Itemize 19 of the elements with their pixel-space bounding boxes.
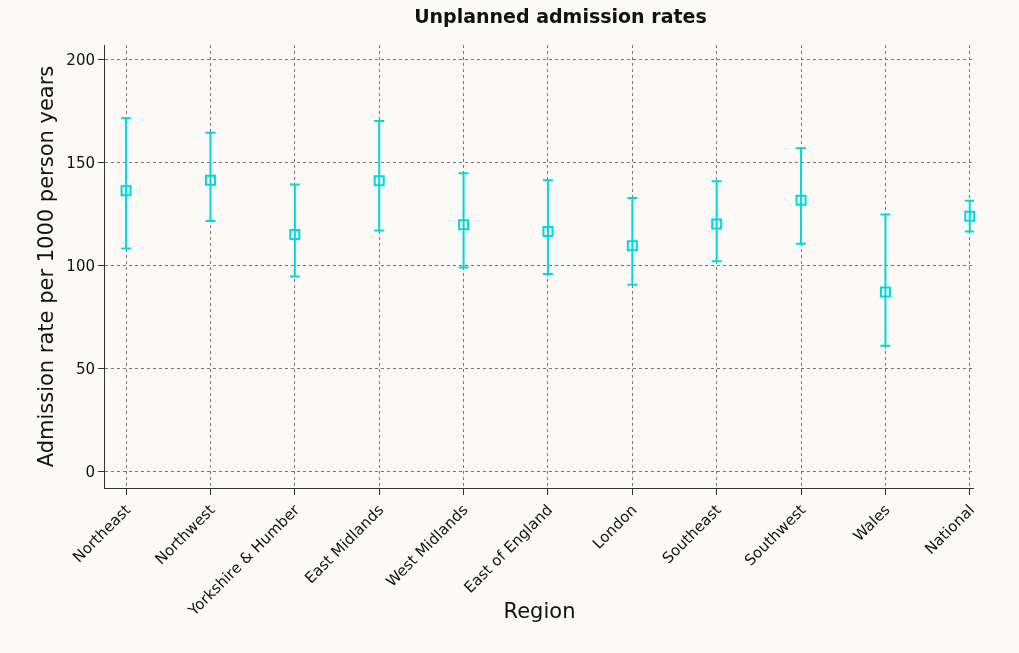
point [711,218,723,230]
point [542,225,554,237]
point [626,240,638,252]
point [964,210,976,222]
point [120,185,132,197]
point [879,286,891,298]
point [289,229,301,241]
point [458,219,470,231]
y-tick-label: 0 [85,462,95,481]
y-tick-label: 50 [75,359,95,378]
point [795,194,807,206]
y-tick-label: 150 [66,153,95,172]
y-axis-title: Admission rate per 1000 person years [34,65,58,468]
point [204,174,216,186]
y-tick-label: 200 [66,50,95,69]
y-tick-label: 100 [66,256,95,275]
chart-title: Unplanned admission rates [414,5,707,28]
x-axis-title: Region [503,598,576,623]
point [373,175,385,187]
